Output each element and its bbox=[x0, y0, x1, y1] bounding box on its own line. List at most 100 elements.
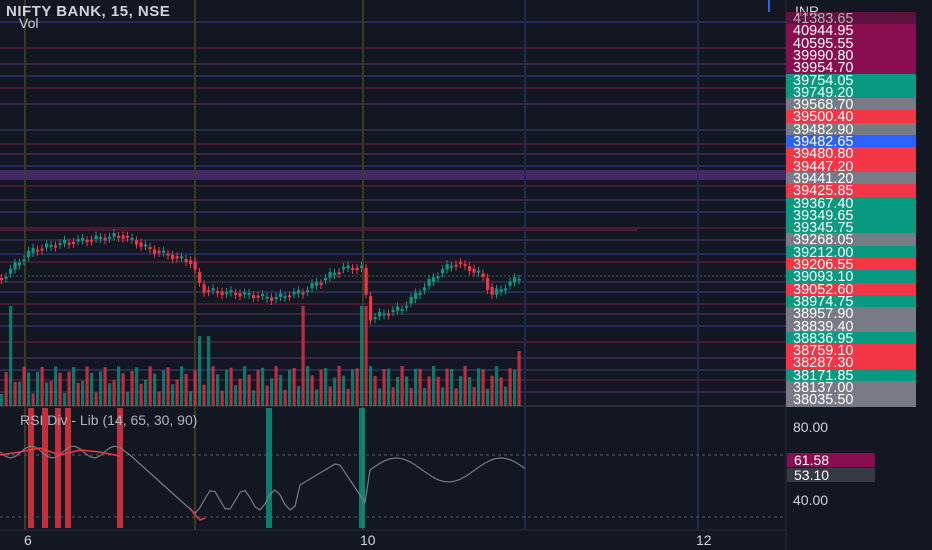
rsi-axis-label-top: 80.00 bbox=[793, 419, 829, 435]
price-label: 40944.95 bbox=[786, 24, 916, 39]
price-label: 38839.40 bbox=[786, 319, 916, 334]
volume-bar bbox=[171, 384, 175, 406]
candle-body bbox=[468, 266, 472, 272]
candle-body bbox=[63, 239, 67, 244]
volume-bar bbox=[324, 368, 328, 406]
price-label: 38836.95 bbox=[786, 331, 916, 346]
price-label: 39052.60 bbox=[786, 282, 916, 297]
volume-bar bbox=[513, 369, 517, 406]
volume-bar bbox=[45, 382, 49, 406]
candle-body bbox=[175, 256, 179, 259]
volume-bar bbox=[256, 369, 260, 406]
volume-bar bbox=[54, 366, 58, 406]
volume-bar bbox=[94, 392, 98, 406]
volume-bar bbox=[342, 375, 346, 406]
volume-bar bbox=[369, 366, 373, 406]
volume-bar bbox=[301, 306, 305, 406]
candle-body bbox=[85, 240, 89, 243]
candle-body bbox=[13, 262, 17, 270]
volume-bar bbox=[243, 366, 247, 406]
candle-body bbox=[324, 277, 328, 281]
rsi-axis-label-bottom: 40.00 bbox=[793, 492, 829, 508]
candle-body bbox=[283, 296, 287, 299]
rsi-divergence-marker bbox=[28, 408, 34, 528]
candle-body bbox=[27, 250, 31, 257]
price-label: 39425.85 bbox=[786, 184, 916, 199]
candle-body bbox=[166, 253, 170, 256]
volume-bar bbox=[468, 377, 472, 406]
candle-body bbox=[99, 236, 103, 239]
volume-bar bbox=[414, 368, 418, 406]
candle-body bbox=[184, 259, 188, 263]
candle-body bbox=[0, 278, 4, 280]
volume-bar bbox=[90, 372, 94, 406]
volume-bar bbox=[360, 306, 364, 406]
candle-body bbox=[22, 259, 26, 262]
volume-bar bbox=[247, 374, 251, 406]
candle-body bbox=[117, 236, 121, 238]
volume-legend[interactable]: Vol bbox=[19, 15, 39, 31]
candle-body bbox=[508, 281, 512, 286]
volume-bar bbox=[207, 336, 211, 406]
volume-bar bbox=[333, 377, 337, 406]
price-label: 38137.00 bbox=[786, 381, 916, 395]
candle-body bbox=[180, 256, 184, 259]
rsi-divergence-marker bbox=[65, 408, 71, 528]
price-label: 38957.90 bbox=[786, 307, 916, 322]
price-label: 39206.55 bbox=[786, 258, 916, 272]
pane-settings-icon[interactable] bbox=[768, 0, 776, 12]
candle-body bbox=[45, 243, 49, 248]
candle-body bbox=[477, 270, 481, 273]
volume-bar bbox=[351, 369, 355, 406]
volume-bar bbox=[126, 392, 130, 406]
price-label: 38287.30 bbox=[786, 356, 916, 371]
volume-bar bbox=[310, 375, 314, 406]
volume-bar bbox=[396, 376, 400, 406]
candle-body bbox=[247, 292, 251, 295]
volume-bar bbox=[355, 368, 359, 406]
candle-body bbox=[292, 291, 296, 295]
candle-body bbox=[373, 317, 377, 320]
volume-bar bbox=[162, 370, 166, 406]
candle-body bbox=[472, 268, 476, 273]
price-label: 38171.85 bbox=[786, 368, 916, 383]
price-label: 39480.80 bbox=[786, 147, 916, 162]
candle-body bbox=[391, 309, 395, 313]
volume-bar bbox=[220, 390, 224, 406]
volume-bar bbox=[265, 385, 269, 406]
rsi-legend[interactable]: RSI Div - Lib (14, 65, 30, 90) bbox=[20, 412, 198, 428]
volume-bar bbox=[387, 368, 391, 406]
candle-body bbox=[193, 261, 197, 270]
volume-bar bbox=[328, 386, 332, 406]
price-label: 39568.70 bbox=[786, 98, 916, 113]
volume-bar bbox=[157, 391, 161, 406]
symbol-title[interactable]: NIFTY BANK, 15, NSE bbox=[6, 3, 171, 20]
candle-body bbox=[207, 290, 211, 293]
volume-bar bbox=[180, 366, 184, 406]
candle-body bbox=[328, 271, 332, 278]
candle-body bbox=[351, 268, 355, 270]
candle-body bbox=[261, 293, 265, 297]
candle-body bbox=[288, 295, 292, 298]
volume-bar bbox=[166, 367, 170, 406]
price-label: 39990.80 bbox=[786, 48, 916, 63]
volume-bar bbox=[252, 390, 256, 406]
volume-bar bbox=[193, 370, 197, 406]
volume-bar bbox=[189, 391, 193, 406]
candle-body bbox=[310, 283, 314, 289]
volume-bar bbox=[58, 372, 62, 406]
candle-body bbox=[72, 242, 76, 245]
price-label: 39212.00 bbox=[786, 245, 916, 260]
volume-bar bbox=[36, 371, 40, 406]
rsi-divergence-marker bbox=[117, 408, 123, 528]
volume-bar bbox=[184, 373, 188, 406]
candle-body bbox=[67, 242, 71, 245]
volume-bar bbox=[382, 369, 386, 406]
volume-bar bbox=[409, 387, 413, 406]
candle-body bbox=[418, 292, 422, 295]
volume-bar bbox=[517, 351, 521, 406]
price-label: 38759.10 bbox=[786, 344, 916, 359]
candle-body bbox=[126, 235, 130, 238]
